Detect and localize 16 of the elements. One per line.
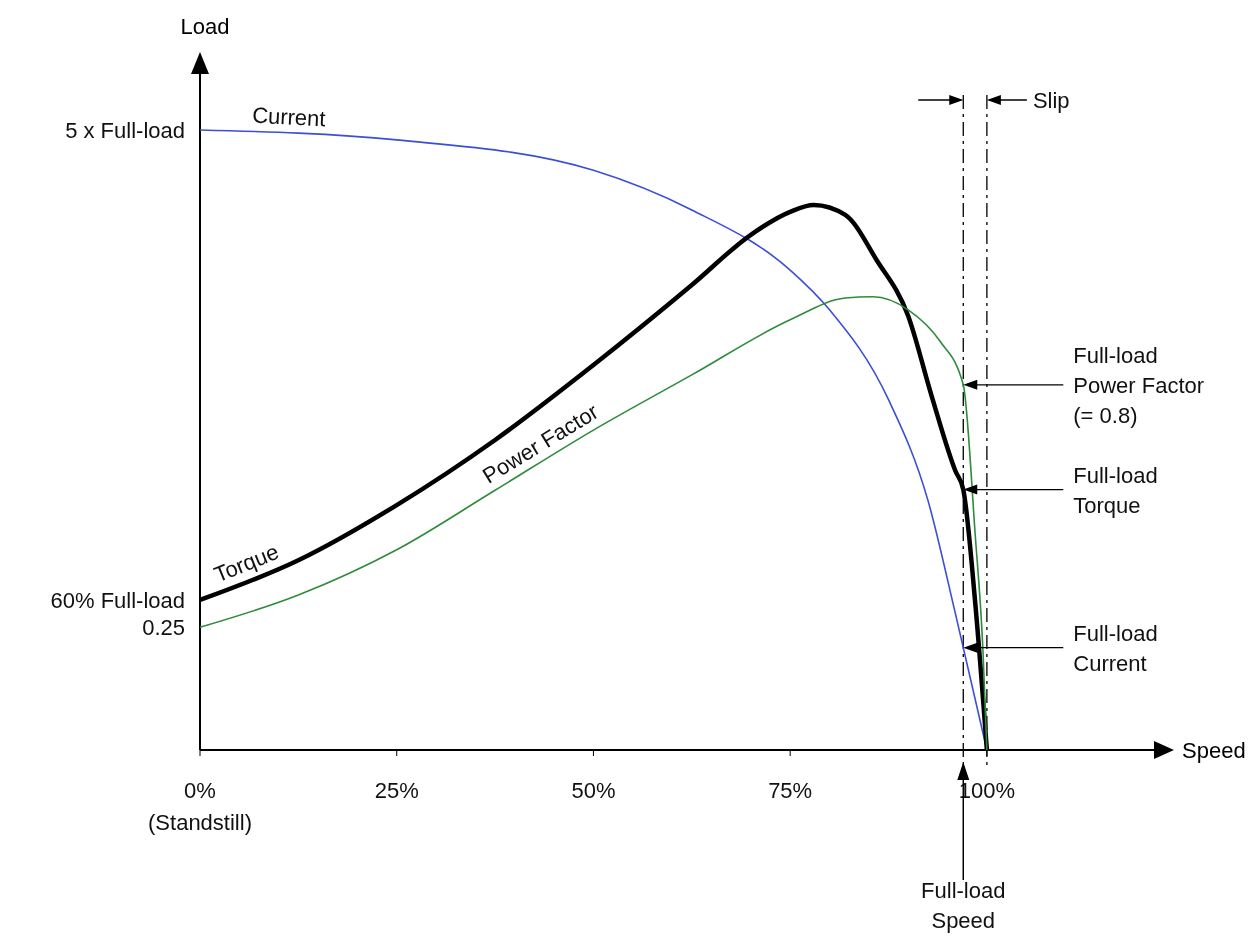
x-axis-title: Speed — [1182, 738, 1246, 763]
ref-line-label: Full-load Speed — [921, 878, 1006, 933]
annotation: Full-load Torque — [1073, 462, 1158, 518]
y-axis-title: Load — [180, 14, 230, 39]
text: Slip — [1032, 88, 1070, 113]
x-tick-label: 0% (Standstill) — [148, 778, 252, 835]
x-tick-label: 75% — [768, 778, 813, 803]
text: Torque — [210, 538, 283, 588]
x-tick-label: 50% — [571, 778, 616, 803]
text: 60% Full-load — [50, 587, 185, 613]
series-label: Current — [251, 102, 327, 132]
x-tick-label: 25% — [374, 778, 419, 803]
text: 5 x Full-load — [65, 118, 185, 143]
text: 0.25 — [142, 615, 185, 641]
annotation: Full-load Power Factor (= 0.8) — [1073, 342, 1205, 428]
annotation: Full-load Current — [1073, 620, 1158, 676]
